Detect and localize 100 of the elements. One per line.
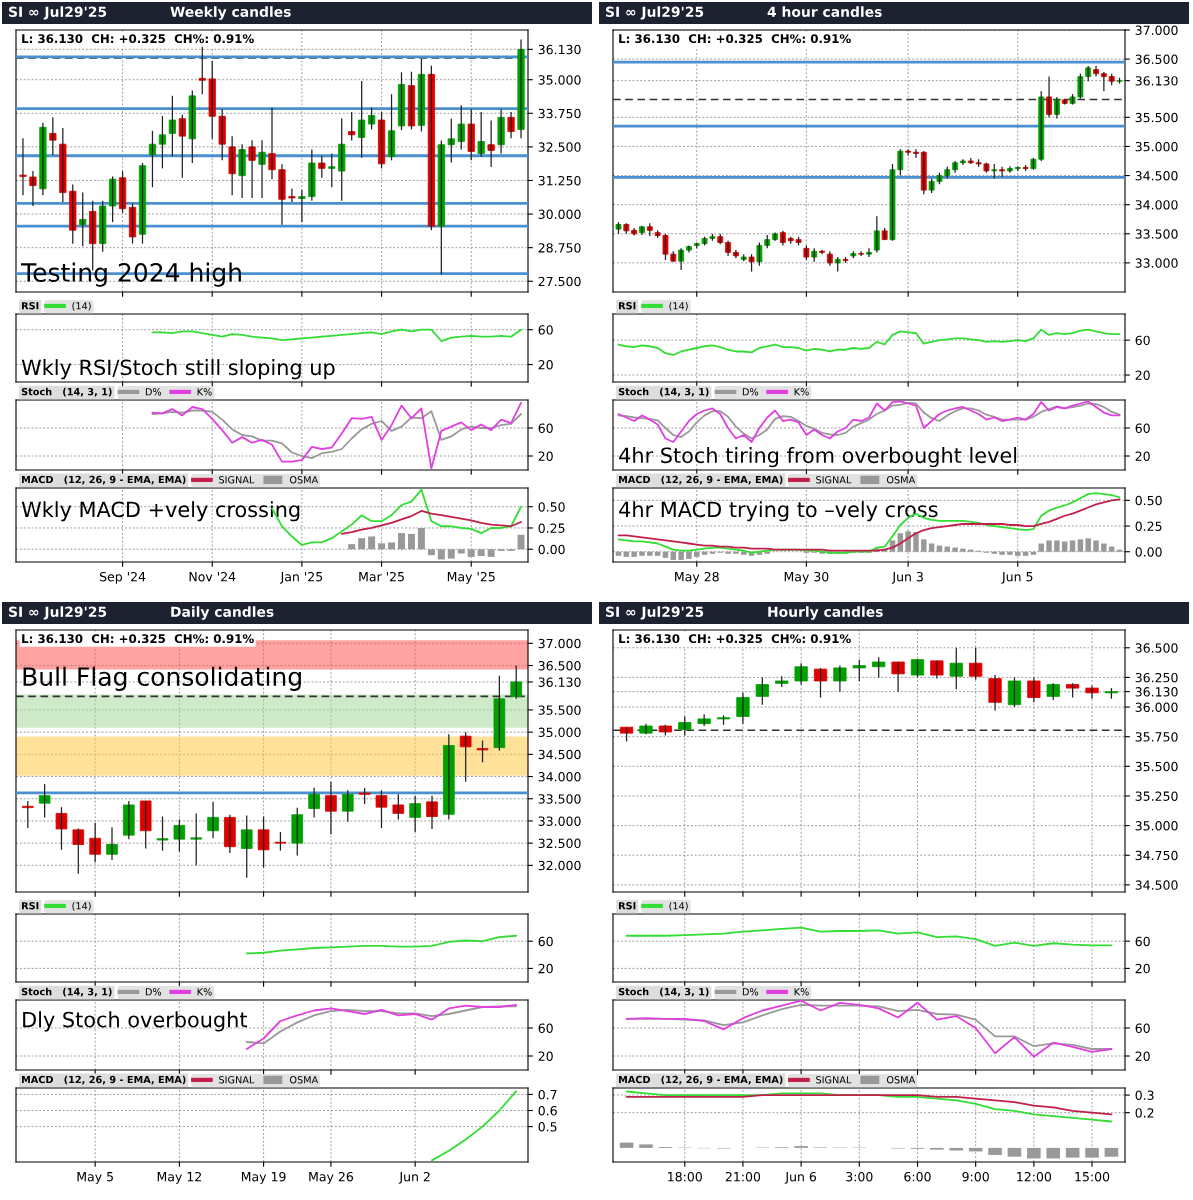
y-tick-label: 35.500 [538,705,581,715]
y-tick-label: 20 [538,360,553,370]
y-tick-label: 20 [538,1051,553,1061]
y-tick-label: 34.500 [538,749,581,760]
annotation: Dly Stoch overbought [23,1011,248,1032]
y-tick-label: 60 [1135,936,1150,947]
x-tick-label: May 5 [77,1172,113,1184]
x-tick-label: 9:00 [962,1171,989,1182]
chart-title: Stoch (14, 3, 1) [21,987,112,997]
y-tick-label: 34.500 [1135,880,1178,890]
y-tick-label: 0.50 [538,502,565,512]
y-tick-label: 20 [1135,1051,1150,1061]
legend-label: K% [197,988,212,996]
chart-title: MACD (12, 26, 9 - EMA, EMA) [22,1075,186,1085]
chart-title: SI ∞ Jul29'25 [9,606,107,620]
chart-title: MACD (12, 26, 9 - EMA, EMA) [619,475,783,485]
x-tick-label: Jun 5 [1001,572,1033,584]
legend-label: K% [794,988,809,996]
legend-label: D% [742,388,759,396]
chart-title: RSI [22,902,39,910]
y-tick-label: 0.00 [538,544,565,555]
y-tick-label: 36.130 [538,677,581,687]
y-tick-label: 0.50 [1135,495,1162,506]
chart-subtitle: Daily candles [171,606,274,620]
legend-label: K% [197,388,212,396]
y-tick-label: 60 [538,936,553,947]
y-tick-label: 33.500 [1135,229,1178,239]
chart-title: Stoch (14, 3, 1) [618,387,709,397]
x-tick-label: 12:00 [1017,1171,1052,1182]
legend-label: D% [145,388,162,396]
y-tick-label: 34.750 [1135,850,1178,861]
chart-title: MACD (12, 26, 9 - EMA, EMA) [22,475,186,485]
chart-title: SI ∞ Jul29'25 [606,606,704,620]
legend-label: OSMA [289,1076,319,1084]
y-tick-label: 0.25 [538,523,565,533]
y-tick-label: 33.750 [538,108,581,119]
y-tick-label: 28.750 [538,243,581,253]
x-tick-label: Jun 6 [784,1171,817,1184]
x-tick-label: May 28 [675,571,719,584]
y-tick-label: 60 [538,325,553,335]
y-tick-label: 36.500 [1135,54,1178,65]
y-tick-label: 30.000 [538,209,581,219]
legend-label: OSMA [886,476,916,484]
y-tick-label: 34.000 [1135,200,1178,210]
legend-label: (14) [72,301,91,311]
y-tick-label: 35.750 [1135,732,1178,742]
y-tick-label: 35.500 [1135,112,1178,123]
x-tick-label: Sep '24 [99,571,146,584]
y-tick-label: 36.130 [1135,687,1178,697]
x-tick-label: Jan '25 [279,571,323,584]
x-tick-label: May 30 [784,571,829,584]
y-tick-label: 33.000 [1135,258,1178,268]
legend-label: SIGNAL [816,1076,852,1084]
y-tick-label: 35.500 [1135,761,1178,772]
y-tick-label: 60 [538,423,553,433]
y-tick-label: 36.500 [1135,643,1178,653]
y-tick-label: 60 [1135,423,1150,433]
chart-title: MACD (12, 26, 9 - EMA, EMA) [619,1075,783,1085]
chart-title: RSI [619,902,636,910]
y-tick-label: 35.000 [538,727,581,738]
x-tick-label: 18:00 [668,1171,702,1182]
y-tick-label: 33.500 [538,794,581,804]
chart-subtitle: 4 hour candles [767,6,882,18]
annotation: Wkly RSI/Stoch still sloping up [21,359,335,380]
x-tick-label: 21:00 [725,1171,761,1182]
legend-label: (14) [72,901,91,911]
y-tick-label: 31.250 [538,175,581,186]
y-tick-label: 33.000 [538,816,581,826]
y-tick-label: 0.25 [1135,521,1162,531]
y-tick-label: 60 [538,1023,553,1033]
legend-label: D% [145,988,162,996]
y-tick-label: 0.00 [1135,547,1162,557]
x-tick-label: May '25 [447,571,495,584]
x-tick-label: Mar '25 [359,571,404,582]
chart-title: Stoch (14, 3, 1) [21,387,112,397]
y-tick-label: 0.5 [538,1122,557,1132]
y-tick-label: 36.130 [538,44,581,55]
y-tick-label: 0.7 [538,1089,557,1100]
y-tick-label: 60 [1135,1023,1150,1033]
legend-label: OSMA [289,476,319,484]
y-tick-label: 0.6 [538,1105,557,1116]
y-tick-label: 20 [1135,370,1150,380]
chart-title: SI ∞ Jul29'25 [606,6,704,20]
legend-label: SIGNAL [219,1076,255,1084]
y-tick-label: 36.130 [1135,76,1178,86]
chart-subtitle: Hourly candles [768,606,883,620]
legend-label: SIGNAL [816,476,852,484]
annotation: L: 36.130 CH: +0.325 CH%: 0.91% [619,34,851,44]
y-tick-label: 27.500 [538,276,581,287]
y-tick-label: 20 [538,451,553,461]
annotation: L: 36.130 CH: +0.325 CH%: 0.91% [22,34,254,44]
y-tick-label: 20 [1135,451,1150,461]
x-tick-label: Jun 3 [891,571,923,584]
x-tick-label: May 12 [157,1171,201,1184]
legend-label: D% [742,988,759,996]
annotation: 4hr Stoch tiring from overbought level [619,447,1017,468]
y-tick-label: 37.000 [1135,25,1178,35]
legend-label: SIGNAL [219,476,255,484]
annotation: L: 36.130 CH: +0.325 CH%: 0.91% [619,634,851,644]
y-tick-label: 20 [538,963,553,974]
